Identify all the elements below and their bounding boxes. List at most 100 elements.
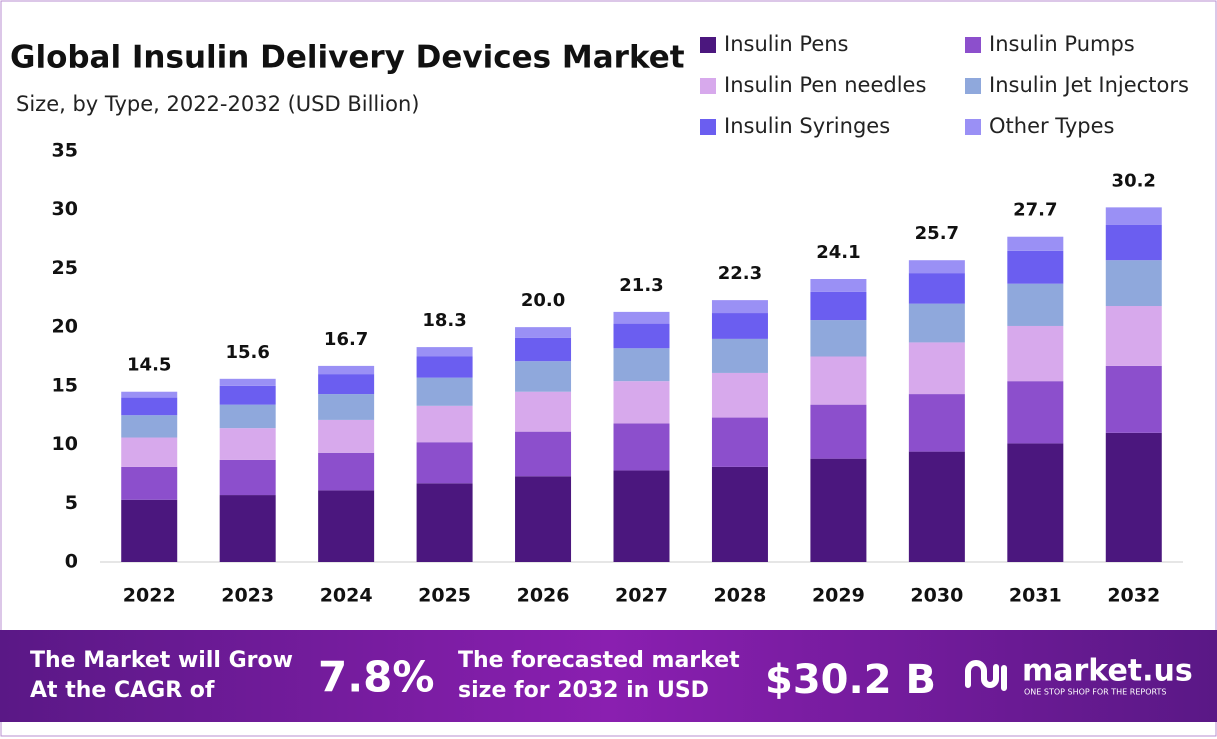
- bar-segment: [711, 338, 768, 373]
- bar-segment: [416, 442, 473, 484]
- x-tick-label: 2023: [221, 585, 274, 607]
- x-tick-label: 2030: [910, 585, 963, 607]
- bar-segment: [908, 394, 965, 452]
- bar-segment: [908, 303, 965, 343]
- total-label: 25.7: [915, 223, 959, 244]
- logo-icon: [965, 660, 1007, 691]
- bar-segment: [219, 404, 276, 429]
- bar-segment: [318, 394, 375, 420]
- bar-segment: [318, 374, 375, 395]
- cagr-text: The Market will Grow At the CAGR of: [30, 648, 293, 703]
- bar-segment: [121, 415, 178, 438]
- bar-segment: [810, 458, 867, 562]
- bar-segment: [1007, 283, 1064, 326]
- bar-segment: [810, 291, 867, 321]
- bar-segment: [318, 419, 375, 453]
- bar-segment: [318, 452, 375, 491]
- bar-segment: [908, 342, 965, 395]
- x-tick-label: 2031: [1009, 585, 1062, 607]
- legend-swatch: [700, 37, 716, 53]
- y-tick-label: 30: [52, 198, 78, 220]
- y-tick-label: 5: [65, 492, 78, 514]
- bar-segment: [515, 391, 572, 432]
- bar-segment: [613, 381, 670, 424]
- bar-segment: [810, 356, 867, 405]
- brand: market.us: [1022, 654, 1193, 689]
- bar-segment: [219, 385, 276, 405]
- total-label: 18.3: [422, 310, 466, 331]
- legend-label: Insulin Pumps: [989, 32, 1135, 56]
- total-label: 15.6: [225, 342, 269, 363]
- legend-label: Insulin Pen needles: [724, 73, 926, 97]
- x-tick-label: 2029: [812, 585, 865, 607]
- legend-swatch: [965, 119, 981, 135]
- bar-segment: [711, 372, 768, 418]
- bar-segment: [1007, 250, 1064, 284]
- bar-segment: [613, 348, 670, 382]
- bar-segment: [1007, 381, 1064, 444]
- bar-segment: [1105, 306, 1162, 366]
- total-label: 30.2: [1112, 170, 1156, 191]
- bar-segment: [613, 423, 670, 471]
- x-tick-label: 2024: [320, 585, 373, 607]
- bar-segment: [1105, 207, 1162, 225]
- bar-segment: [1007, 236, 1064, 251]
- bar-segment: [515, 476, 572, 562]
- bar-segment: [219, 459, 276, 496]
- bar-segment: [908, 273, 965, 304]
- bar-segment: [515, 431, 572, 477]
- x-tick-label: 2025: [418, 585, 471, 607]
- bar-segment: [1105, 260, 1162, 307]
- y-tick-label: 20: [52, 316, 78, 338]
- bar-segment: [810, 404, 867, 459]
- total-label: 14.5: [127, 355, 171, 376]
- total-label: 20.0: [521, 290, 565, 311]
- forecast-text-box: The forecasted market size for 2032 in U…: [458, 648, 740, 703]
- total-label: 24.1: [816, 242, 860, 263]
- total-label: 27.7: [1013, 200, 1057, 221]
- cagr-value: 7.8%: [318, 653, 434, 702]
- bar-segment: [711, 313, 768, 339]
- bar-segment: [613, 323, 670, 349]
- bar-segment: [711, 417, 768, 467]
- total-label: 16.7: [324, 329, 368, 350]
- bar-segment: [318, 490, 375, 562]
- legend-swatch: [700, 119, 716, 135]
- bar-segment: [613, 470, 670, 562]
- bar-segment: [1105, 224, 1162, 261]
- chart-subtitle: Size, by Type, 2022-2032 (USD Billion): [16, 92, 419, 116]
- x-tick-label: 2028: [714, 585, 767, 607]
- bar-segment: [1007, 443, 1064, 562]
- y-tick-label: 0: [65, 551, 78, 573]
- x-tick-label: 2026: [517, 585, 570, 607]
- total-label: 21.3: [619, 275, 663, 296]
- x-tick-label: 2027: [615, 585, 668, 607]
- bar-segment: [121, 391, 178, 398]
- bar-segment: [711, 300, 768, 314]
- bar-segment: [810, 320, 867, 357]
- legend-label: Other Types: [989, 114, 1114, 138]
- bar-segment: [219, 378, 276, 386]
- bar-segment: [613, 311, 670, 324]
- legend-label: Insulin Jet Injectors: [989, 73, 1189, 97]
- total-label: 22.3: [718, 263, 762, 284]
- banner: [0, 630, 1217, 722]
- legend-swatch: [700, 78, 716, 94]
- bar-segment: [121, 466, 178, 500]
- bar-segment: [908, 451, 965, 562]
- bar-segment: [219, 495, 276, 562]
- bar-segment: [416, 405, 473, 443]
- bar-segment: [908, 260, 965, 274]
- bar-segment: [1007, 325, 1064, 382]
- bar-segment: [1105, 432, 1162, 562]
- cagr-text-box: The Market will Grow At the CAGR of: [30, 648, 293, 703]
- bar-segment: [711, 466, 768, 562]
- y-tick-label: 15: [52, 374, 78, 396]
- bar-segment: [219, 428, 276, 460]
- chart-title: Global Insulin Delivery Devices Market: [10, 40, 685, 76]
- bar-segment: [318, 365, 375, 375]
- bar-segment: [515, 327, 572, 338]
- bar-segment: [121, 499, 178, 562]
